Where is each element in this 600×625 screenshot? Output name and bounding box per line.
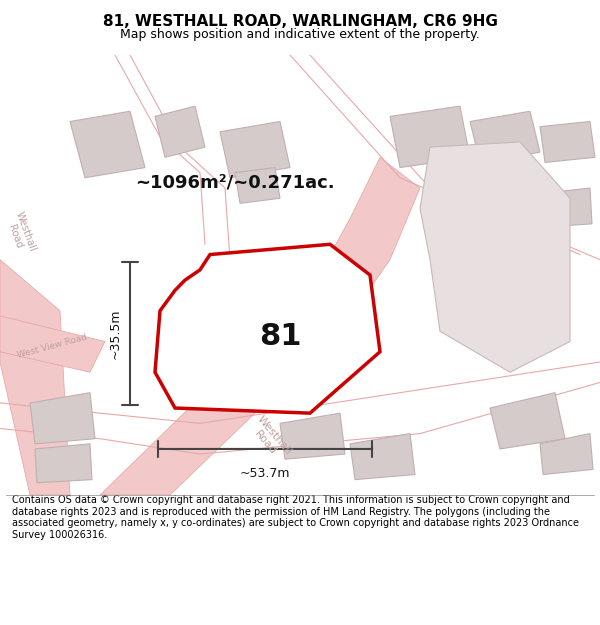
Text: ~35.5m: ~35.5m — [109, 309, 121, 359]
Polygon shape — [280, 413, 345, 459]
Text: West View Road: West View Road — [16, 333, 88, 360]
Polygon shape — [0, 259, 70, 495]
Text: Westhall
Road: Westhall Road — [3, 211, 37, 258]
Polygon shape — [540, 434, 593, 474]
Text: Map shows position and indicative extent of the property.: Map shows position and indicative extent… — [120, 28, 480, 41]
Polygon shape — [0, 316, 105, 372]
Polygon shape — [390, 106, 470, 168]
Text: 81: 81 — [259, 322, 301, 351]
Polygon shape — [235, 168, 280, 203]
Polygon shape — [220, 121, 290, 177]
Polygon shape — [70, 111, 145, 178]
Polygon shape — [490, 392, 565, 449]
Polygon shape — [470, 111, 540, 162]
Polygon shape — [540, 121, 595, 162]
Polygon shape — [460, 177, 535, 224]
Polygon shape — [155, 244, 380, 413]
Polygon shape — [155, 106, 205, 158]
Polygon shape — [350, 434, 415, 479]
Polygon shape — [545, 188, 592, 227]
Polygon shape — [100, 158, 420, 495]
Polygon shape — [420, 142, 570, 372]
Text: 81, WESTHALL ROAD, WARLINGHAM, CR6 9HG: 81, WESTHALL ROAD, WARLINGHAM, CR6 9HG — [103, 14, 497, 29]
Polygon shape — [35, 444, 92, 483]
Polygon shape — [30, 392, 95, 444]
Text: ~1096m²/~0.271ac.: ~1096m²/~0.271ac. — [135, 174, 335, 192]
Text: ~53.7m: ~53.7m — [240, 468, 290, 481]
Text: Contains OS data © Crown copyright and database right 2021. This information is : Contains OS data © Crown copyright and d… — [12, 495, 579, 540]
Text: Westhall
Road: Westhall Road — [247, 414, 293, 464]
